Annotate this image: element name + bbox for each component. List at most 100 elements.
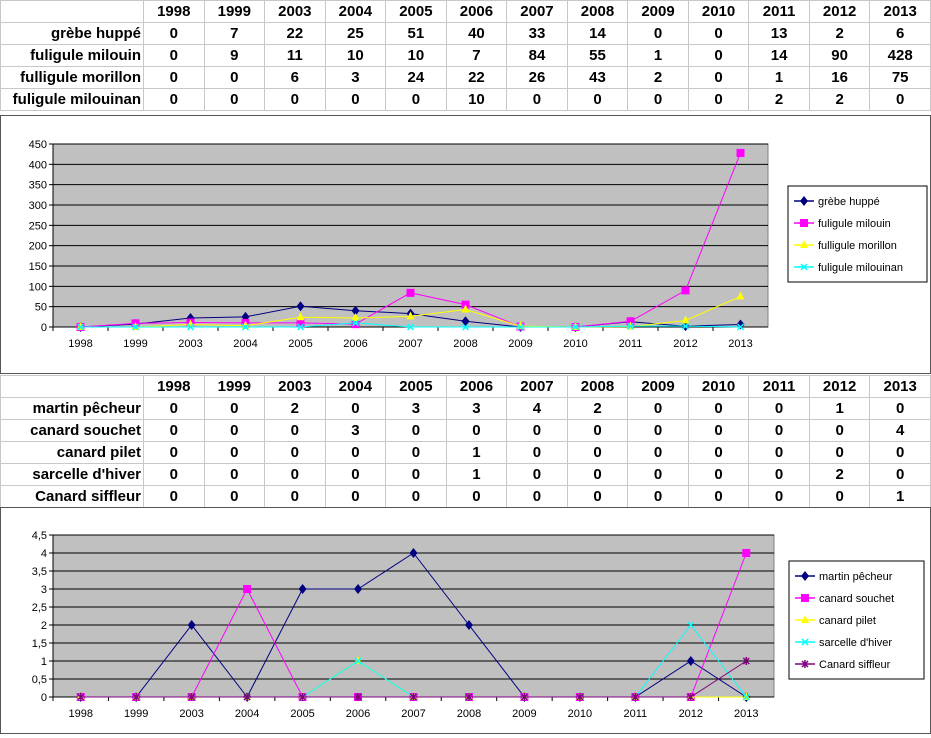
year-header: 2006 xyxy=(445,0,508,23)
diamond-marker xyxy=(464,620,473,630)
species-label: fuligule milouinan xyxy=(0,88,144,111)
x-marker xyxy=(76,323,85,331)
diamond-marker xyxy=(354,584,363,594)
x-tick-label: 2011 xyxy=(624,708,648,720)
count-cell: 0 xyxy=(264,485,326,508)
diamond-marker xyxy=(801,571,809,581)
year-header: 2012 xyxy=(808,0,871,23)
star-marker xyxy=(576,693,584,701)
count-cell: 33 xyxy=(506,22,568,45)
x-marker xyxy=(801,638,809,646)
square-marker xyxy=(736,148,745,157)
count-cell: 2 xyxy=(808,463,871,486)
count-cell: 0 xyxy=(203,485,266,508)
count-cell: 0 xyxy=(869,441,931,464)
y-tick-label: 2 xyxy=(41,620,47,632)
square-marker xyxy=(626,317,635,326)
year-header: 2011 xyxy=(748,0,810,23)
count-cell: 0 xyxy=(627,88,689,111)
square-marker xyxy=(801,594,809,602)
legend-label: grèbe huppé xyxy=(818,196,880,208)
count-cell: 0 xyxy=(143,66,205,89)
count-cell: 3 xyxy=(385,397,447,420)
star-marker xyxy=(520,693,528,701)
year-header: 2004 xyxy=(324,375,387,398)
year-header: 2006 xyxy=(445,375,508,398)
count-cell: 1 xyxy=(627,44,689,67)
star-marker xyxy=(409,693,418,701)
count-cell: 0 xyxy=(687,44,750,67)
count-cell: 6 xyxy=(264,66,326,89)
count-cell: 0 xyxy=(143,441,205,464)
count-cell: 0 xyxy=(748,419,810,442)
legend-label: Canard siffleur xyxy=(819,659,891,671)
table-group-1: 1998 1999 2003 2004 2005 2006 2007 2008 2009 2010… xyxy=(0,0,931,111)
year-header: 2003 xyxy=(264,0,326,23)
x-tick-label: 2005 xyxy=(290,708,314,720)
x-tick-label: 2006 xyxy=(343,338,367,350)
legend-label: fuligule milouinan xyxy=(818,262,903,274)
legend-label: martin pêcheur xyxy=(819,571,893,583)
count-cell: 0 xyxy=(627,485,689,508)
count-cell: 10 xyxy=(445,88,508,111)
x-tick-label: 1999 xyxy=(124,708,148,720)
count-cell: 0 xyxy=(506,463,568,486)
x-tick-label: 2010 xyxy=(563,338,587,350)
year-header: 2008 xyxy=(566,0,629,23)
count-cell: 7 xyxy=(445,44,508,67)
species-label: canard souchet xyxy=(0,419,144,442)
year-header: 2007 xyxy=(506,0,568,23)
legend-label: fulligule morillon xyxy=(818,240,897,252)
count-cell: 4 xyxy=(506,397,568,420)
count-cell: 0 xyxy=(143,419,205,442)
count-cell: 0 xyxy=(687,485,750,508)
count-cell: 0 xyxy=(203,66,266,89)
chart-frame-2[interactable]: 0 0,5 1 1,5 2 2,5 3 3,5 4 4,5 1998 1999 2003 2004 2005… xyxy=(0,507,931,734)
count-cell: 0 xyxy=(143,397,205,420)
x-marker xyxy=(571,323,580,331)
count-cell: 0 xyxy=(687,463,750,486)
y-tick-label: 450 xyxy=(29,139,47,151)
y-tick-label: 0 xyxy=(41,322,47,334)
diamond-marker xyxy=(351,305,360,316)
star-marker xyxy=(299,693,307,701)
count-cell: 0 xyxy=(748,441,810,464)
table-row: fuligule milouinan 0 0 0 0 0 10 0 0 0 0 2 2 0 xyxy=(0,88,931,111)
count-cell: 0 xyxy=(143,88,205,111)
count-cell: 1 xyxy=(445,463,508,486)
star-marker xyxy=(243,693,251,701)
year-header: 2010 xyxy=(687,0,750,23)
star-marker xyxy=(465,693,473,701)
count-cell: 0 xyxy=(143,463,205,486)
count-cell: 0 xyxy=(324,397,387,420)
count-cell: 90 xyxy=(808,44,871,67)
count-cell: 0 xyxy=(385,485,447,508)
chart-frame-1[interactable]: 0 50 100 150 200 250 300 350 400 450 1998 1999 2003 2… xyxy=(0,115,931,374)
legend-label: canard souchet xyxy=(819,593,894,605)
year-header: 2004 xyxy=(324,0,387,23)
legend-label: sarcelle d'hiver xyxy=(819,637,892,649)
year-header: 2011 xyxy=(748,375,810,398)
y-tick-label: 3,5 xyxy=(32,566,47,578)
x-tick-label: 2004 xyxy=(233,338,257,350)
x-tick-label: 2013 xyxy=(734,708,758,720)
diamond-marker xyxy=(296,301,305,312)
x-tick-label: 2012 xyxy=(679,708,703,720)
count-cell: 0 xyxy=(385,441,447,464)
table-group-2: 1998 1999 2003 2004 2005 2006 2007 2008 2009 2010… xyxy=(0,375,931,508)
square-marker xyxy=(406,288,415,297)
triangle-marker xyxy=(681,315,690,324)
y-tick-label: 350 xyxy=(29,180,47,192)
y-tick-label: 1,5 xyxy=(32,638,47,650)
x-tick-label: 1998 xyxy=(68,708,92,720)
star-marker xyxy=(132,693,140,701)
count-cell: 0 xyxy=(203,441,266,464)
x-marker xyxy=(241,323,250,331)
count-cell: 0 xyxy=(748,485,810,508)
y-tick-label: 150 xyxy=(29,261,47,273)
count-cell: 13 xyxy=(748,22,810,45)
count-cell: 22 xyxy=(445,66,508,89)
count-cell: 0 xyxy=(506,441,568,464)
x-marker xyxy=(354,657,362,665)
year-header: 1999 xyxy=(203,0,266,23)
